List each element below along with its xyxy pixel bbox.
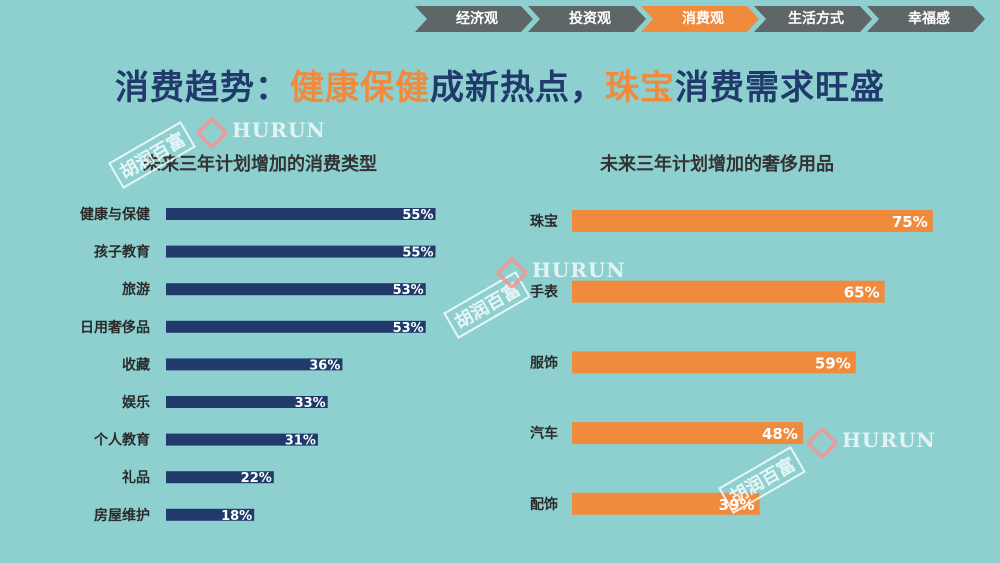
left-value-label: 22%: [241, 471, 272, 486]
left-category-label: 个人教育: [93, 432, 150, 449]
left-value-label: 18%: [221, 509, 252, 524]
left-category-label: 健康与保健: [80, 206, 150, 223]
left-bar: [166, 433, 318, 446]
right-bar: [572, 280, 885, 303]
right-category-label: 服饰: [530, 354, 558, 371]
left-category-label: 日用奢侈品: [80, 319, 150, 336]
right-value-label: 39%: [719, 496, 755, 514]
left-chart-title: 未来三年计划增加的消费类型: [143, 154, 377, 175]
nav-step-consumption[interactable]: 消费观: [641, 6, 759, 32]
nav-step-lifestyle[interactable]: 生活方式: [754, 6, 872, 32]
nav-step-label: 生活方式: [788, 11, 844, 27]
left-bar: [166, 208, 436, 220]
right-bar: [572, 422, 803, 445]
left-value-label: 53%: [393, 321, 424, 336]
right-value-label: 65%: [844, 284, 880, 302]
nav-step-economy[interactable]: 经济观: [415, 6, 533, 32]
right-bar: [572, 210, 933, 232]
right-category-label: 珠宝: [530, 213, 558, 230]
nav-step-label: 消费观: [682, 11, 724, 27]
left-value-label: 55%: [402, 246, 433, 261]
right-value-label: 48%: [762, 425, 798, 443]
nav-step-label: 幸福感: [908, 11, 950, 27]
left-category-label: 娱乐: [122, 394, 150, 411]
right-chart-title: 未来三年计划增加的奢侈用品: [600, 154, 834, 175]
left-category-label: 旅游: [122, 281, 150, 298]
title-part-1: 消费趋势：: [115, 68, 290, 108]
left-bar: [166, 358, 343, 371]
left-bar: [166, 245, 436, 258]
left-bar: [166, 283, 426, 296]
title-highlight-2: 珠宝: [605, 68, 675, 108]
left-category-label: 孩子教育: [94, 244, 150, 261]
left-category-label: 收藏: [122, 356, 150, 373]
title-part-3: 消费需求旺盛: [675, 68, 885, 108]
right-value-label: 75%: [892, 213, 928, 231]
left-value-label: 53%: [393, 283, 424, 298]
right-category-label: 汽车: [530, 425, 558, 442]
left-bar: [166, 396, 328, 408]
nav-step-happiness[interactable]: 幸福感: [867, 6, 985, 32]
title-highlight-1: 健康保健: [290, 68, 430, 108]
right-bar: [572, 351, 856, 374]
left-bar: [166, 320, 426, 333]
title-part-2: 成新热点，: [430, 68, 605, 108]
right-category-label: 手表: [530, 284, 559, 301]
left-value-label: 55%: [402, 208, 433, 223]
right-category-label: 配饰: [530, 496, 558, 513]
page-title: 消费趋势：健康保健成新热点，珠宝消费需求旺盛: [0, 60, 1000, 109]
left-category-label: 礼品: [122, 469, 150, 486]
nav-step-investment[interactable]: 投资观: [528, 6, 646, 32]
left-value-label: 36%: [309, 358, 340, 373]
left-bar: [166, 508, 255, 521]
left-value-label: 31%: [285, 434, 316, 449]
right-bar: [572, 492, 760, 515]
left-category-label: 房屋维护: [94, 507, 150, 524]
nav-step-label: 投资观: [569, 11, 611, 27]
section-nav: 经济观 投资观 消费观 生活方式 幸福感: [415, 6, 1000, 32]
left-bar: [166, 471, 274, 484]
nav-step-label: 经济观: [456, 11, 498, 27]
right-value-label: 59%: [815, 354, 851, 372]
left-value-label: 33%: [295, 396, 326, 411]
